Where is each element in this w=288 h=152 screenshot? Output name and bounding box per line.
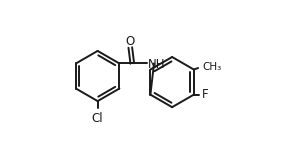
Text: Cl: Cl <box>92 112 103 125</box>
Text: F: F <box>202 88 209 101</box>
Text: CH₃: CH₃ <box>202 62 221 72</box>
Text: NH: NH <box>147 58 165 71</box>
Text: O: O <box>126 35 135 48</box>
